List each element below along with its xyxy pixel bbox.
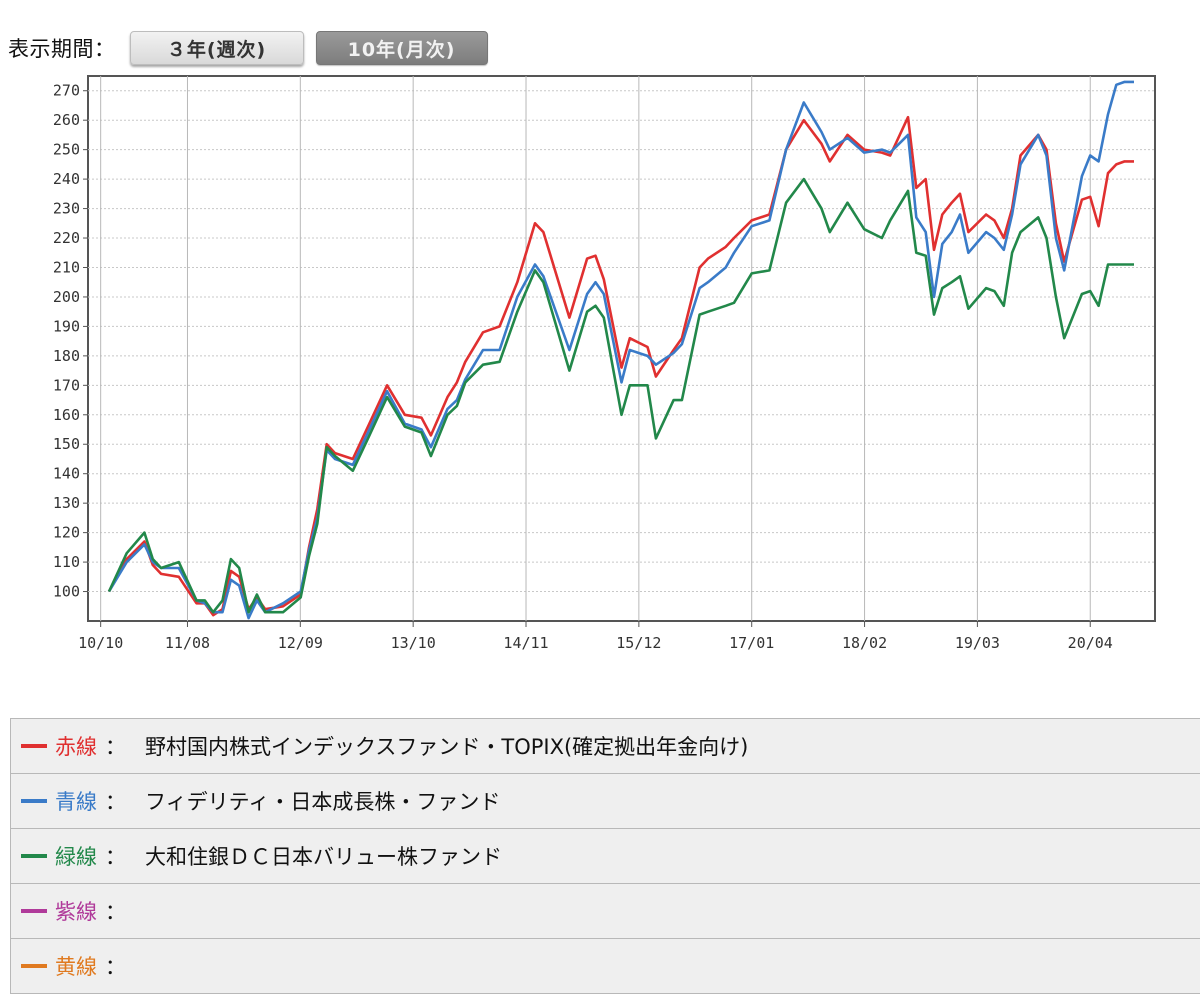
legend-name-yellow: 黄線 — [55, 955, 97, 979]
y-tick-label: 240 — [53, 170, 80, 188]
x-tick-label: 11/08 — [165, 634, 210, 652]
legend-colon: ： — [105, 845, 126, 869]
y-tick-label: 190 — [53, 317, 80, 335]
x-tick-label: 17/01 — [729, 634, 774, 652]
y-tick-label: 150 — [53, 435, 80, 453]
x-tick-label: 13/10 — [391, 634, 436, 652]
y-tick-label: 160 — [53, 406, 80, 424]
legend-swatch-blue — [21, 799, 47, 803]
legend-swatch-green — [21, 854, 47, 858]
legend-name-red: 赤線 — [55, 735, 97, 759]
y-tick-label: 140 — [53, 465, 80, 483]
y-tick-label: 220 — [53, 229, 80, 247]
legend-name-blue: 青線 — [55, 790, 97, 814]
y-tick-label: 230 — [53, 200, 80, 218]
legend-colon: ： — [105, 955, 126, 979]
legend-fund-green: 大和住銀ＤＣ日本バリュー株ファンド — [145, 845, 502, 869]
legend-colon: ： — [105, 900, 126, 924]
y-tick-label: 210 — [53, 258, 80, 276]
y-tick-label: 180 — [53, 347, 80, 365]
legend-row-purple: 紫線 ： — [10, 883, 1200, 939]
y-axis-tick-labels: 100 110 120 130 140 150 160 170 180 190 200 210 220 2… — [53, 82, 80, 601]
x-tick-label: 12/09 — [278, 634, 323, 652]
y-tick-label: 200 — [53, 288, 80, 306]
period-3y-weekly-button[interactable]: ３年(週次) — [129, 31, 304, 65]
y-tick-label: 170 — [53, 376, 80, 394]
legend-swatch-yellow — [21, 964, 47, 968]
legend-swatch-red — [21, 744, 47, 748]
y-tick-label: 110 — [53, 553, 80, 571]
x-tick-label: 20/04 — [1068, 634, 1113, 652]
legend-name-green: 緑線 — [55, 845, 97, 869]
legend-colon: ： — [105, 735, 126, 759]
x-tick-label: 18/02 — [842, 634, 887, 652]
legend-fund-blue: フィデリティ・日本成長株・ファンド — [145, 790, 501, 814]
series-green-line — [107, 177, 1134, 614]
x-axis-tick-labels: 10/10 11/08 12/09 13/10 14/11 15/12 17/01 18/02… — [78, 634, 1113, 652]
x-tick-label: 10/10 — [78, 634, 123, 652]
series-lines — [107, 80, 1134, 620]
performance-line-chart: 100 110 120 130 140 150 160 170 180 190 200 210 220 2… — [53, 75, 1156, 652]
y-tick-label: 260 — [53, 111, 80, 129]
y-tick-label: 270 — [53, 82, 80, 100]
x-tick-label: 19/03 — [955, 634, 1000, 652]
y-tick-label: 120 — [53, 524, 80, 542]
x-tick-label: 14/11 — [503, 634, 548, 652]
period-10y-monthly-button[interactable]: 10年(月次) — [315, 31, 488, 65]
x-tick-label: 15/12 — [616, 634, 661, 652]
plot-area — [87, 75, 1156, 622]
y-tick-label: 100 — [53, 583, 80, 601]
legend-fund-red: 野村国内株式インデックスファンド・TOPIX(確定拠出年金向け) — [145, 735, 749, 759]
legend-row-red: 赤線 ： 野村国内株式インデックスファンド・TOPIX(確定拠出年金向け) — [10, 718, 1200, 774]
period-label: 表示期間： — [8, 37, 116, 61]
legend-row-blue: 青線 ： フィデリティ・日本成長株・ファンド — [10, 773, 1200, 829]
legend-row-yellow: 黄線 ： — [10, 938, 1200, 994]
legend-row-green: 緑線 ： 大和住銀ＤＣ日本バリュー株ファンド — [10, 828, 1200, 884]
period-selector: 表示期間： ３年(週次) 10年(月次) — [8, 28, 500, 68]
legend-table: 赤線 ： 野村国内株式インデックスファンド・TOPIX(確定拠出年金向け) 青線… — [10, 718, 1200, 994]
legend-colon: ： — [105, 790, 126, 814]
legend-swatch-purple — [21, 909, 47, 913]
legend-name-purple: 紫線 — [55, 900, 97, 924]
y-tick-label: 250 — [53, 141, 80, 159]
y-tick-label: 130 — [53, 494, 80, 512]
